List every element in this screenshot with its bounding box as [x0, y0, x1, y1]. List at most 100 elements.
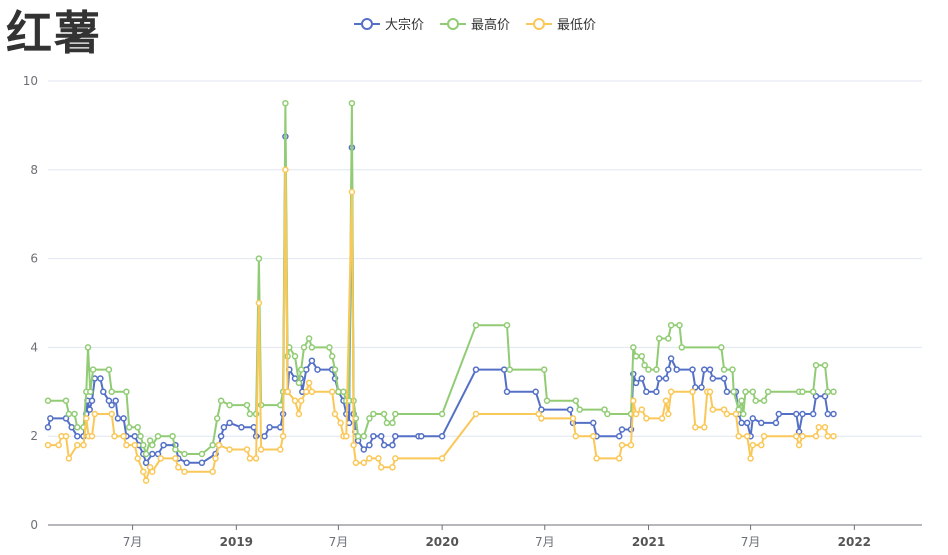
- series-2-point-78: [692, 424, 699, 431]
- x-tick-label-2: 7月: [329, 535, 349, 549]
- series-1-point-3: [71, 410, 78, 418]
- series-2-point-87: [743, 432, 751, 440]
- series-2-point-30: [246, 455, 254, 462]
- series-1-point-82: [667, 321, 675, 329]
- series-0-point-39: [266, 424, 273, 431]
- series-1-point-95: [760, 397, 768, 404]
- series-1-point-0: [44, 397, 52, 404]
- series-1-point-83: [676, 321, 683, 329]
- series-0-point-117: [830, 410, 837, 418]
- series-1-point-42: [300, 344, 308, 351]
- series-2-point-88: [747, 455, 754, 462]
- series-0-point-107: [758, 419, 765, 427]
- series-0-point-16: [114, 415, 122, 422]
- series-2-point-62: [569, 415, 577, 422]
- series-1-point-25: [209, 441, 216, 449]
- series-1-point-8: [87, 388, 94, 396]
- series-0-point-17: [120, 415, 127, 422]
- series-1-point-64: [472, 321, 480, 329]
- legend-label-1: 最高价: [471, 18, 511, 33]
- series-2-point-38: [291, 397, 299, 404]
- series-1-point-9: [89, 366, 97, 373]
- series-1-point-74: [630, 344, 637, 351]
- series-0-point-92: [673, 366, 680, 373]
- series-2-point-99: [830, 432, 837, 440]
- series-1-point-68: [543, 397, 551, 404]
- series-2-point-85: [732, 410, 740, 418]
- series-1-point-89: [735, 406, 742, 413]
- series-1-point-12: [123, 388, 130, 396]
- series-1-point-10: [105, 366, 113, 373]
- y-tick-label-1: 2: [30, 429, 38, 443]
- series-0-point-76: [566, 406, 574, 413]
- legend-label-2: 最低价: [557, 18, 597, 33]
- series-1-point-40: [295, 379, 303, 387]
- x-tick-label-0: 7月: [123, 535, 143, 549]
- series-2-point-72: [643, 415, 650, 422]
- series-0-point-29: [198, 459, 206, 467]
- y-tick-label-2: 4: [30, 340, 38, 354]
- series-1-point-102: [824, 388, 832, 396]
- series-1-point-49: [340, 388, 347, 396]
- legend: 大宗价 最高价 最低价: [354, 14, 596, 33]
- series-1-point-85: [718, 344, 725, 351]
- legend-swatch-0: [354, 17, 380, 30]
- series-0-point-19: [131, 432, 139, 440]
- series-1-point-101: [821, 361, 829, 369]
- legend-item-1[interactable]: 最高价: [440, 14, 510, 33]
- series-1-point-32: [255, 255, 263, 262]
- series-1-point-16: [140, 441, 147, 449]
- series-1-point-86: [720, 366, 728, 373]
- series-0-point-2: [62, 415, 70, 422]
- series-0-point-23: [149, 450, 156, 458]
- series-2-point-45: [331, 410, 339, 418]
- series-1-point-41: [297, 366, 305, 373]
- series-2-point-68: [627, 441, 635, 449]
- series-2-point-96: [815, 424, 823, 431]
- series-0-point-49: [308, 357, 316, 364]
- series-line-2: [48, 168, 834, 482]
- series-0-point-62: [366, 441, 373, 449]
- series-2-point-97: [821, 424, 829, 431]
- series-0-point-45: [291, 375, 299, 382]
- series-0-point-74: [532, 388, 539, 396]
- series-1-point-13: [125, 424, 133, 431]
- series-0-point-103: [738, 419, 745, 427]
- series-2-point-59: [472, 410, 480, 418]
- chart-title: 红薯: [6, 6, 102, 60]
- series-0-point-112: [799, 410, 806, 418]
- legend-item-0[interactable]: 大宗价: [354, 14, 424, 33]
- series-1-point-14: [134, 424, 141, 431]
- series-2-point-89: [749, 441, 757, 449]
- series-2-point-3: [62, 432, 70, 440]
- series-1-point-87: [729, 366, 736, 373]
- series-1-point-36: [282, 99, 289, 107]
- series-2-point-28: [226, 446, 233, 453]
- series-0-point-3: [68, 424, 75, 431]
- legend-item-2[interactable]: 最低价: [526, 14, 596, 33]
- series-1-point-99: [809, 388, 817, 396]
- y-tick-label-0: 0: [30, 518, 38, 532]
- series-0-point-85: [638, 375, 646, 382]
- series-1-point-30: [246, 410, 254, 418]
- series-1-point-61: [389, 419, 396, 427]
- series-1-point-39: [291, 353, 299, 360]
- series-2-point-29: [243, 446, 251, 453]
- series-2-point-76: [667, 388, 675, 396]
- series-2-point-64: [590, 432, 597, 440]
- series-1-point-96: [764, 388, 772, 396]
- series-0-point-104: [743, 419, 751, 427]
- series-2-point-36: [282, 166, 289, 174]
- series-2-point-39: [295, 410, 303, 418]
- series-2-point-12: [111, 432, 118, 440]
- series-1-point-29: [243, 401, 251, 409]
- series-2-point-55: [377, 464, 385, 471]
- series-1-point-28: [226, 401, 233, 409]
- legend-swatch-2: [526, 17, 553, 30]
- series-2-point-41: [303, 388, 310, 396]
- series-1-point-93: [749, 388, 757, 396]
- series-1-point-22: [172, 446, 179, 453]
- series-2-point-67: [618, 441, 626, 449]
- series-0-point-106: [749, 415, 757, 422]
